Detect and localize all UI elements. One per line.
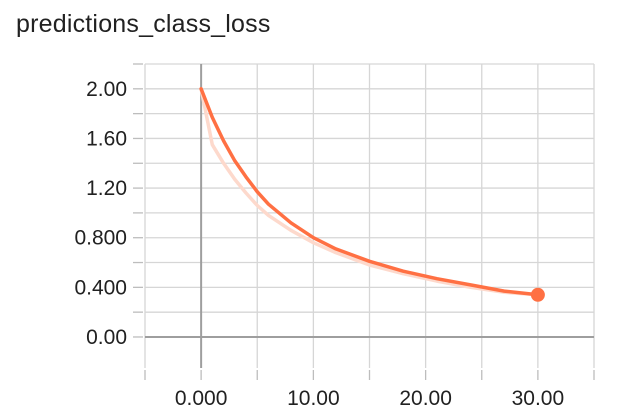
x-tick-label: 10.00 xyxy=(287,387,340,410)
axes xyxy=(133,63,595,380)
y-tick-label: 1.20 xyxy=(86,177,127,200)
y-tick-label: 0.400 xyxy=(74,276,127,299)
x-tick-label: 20.00 xyxy=(399,387,452,410)
tick-labels: 0.00 0.400 0.800 1.20 1.60 2.00 0.000 10.00 20.0… xyxy=(74,78,564,410)
series-line-smoothed xyxy=(199,87,540,297)
y-tick-label: 1.60 xyxy=(86,127,127,150)
y-tick-label: 2.00 xyxy=(86,78,127,101)
series-end-marker xyxy=(530,287,545,302)
grid-lines xyxy=(144,63,595,368)
y-tick-label: 0.800 xyxy=(74,227,127,250)
series-line-raw xyxy=(199,87,540,297)
x-tick-label: 0.000 xyxy=(175,387,228,410)
chart-title: predictions_class_loss xyxy=(16,10,271,38)
y-tick-label: 0.00 xyxy=(86,326,127,349)
series-layer xyxy=(199,87,545,302)
x-tick-label: 30.00 xyxy=(512,387,565,410)
